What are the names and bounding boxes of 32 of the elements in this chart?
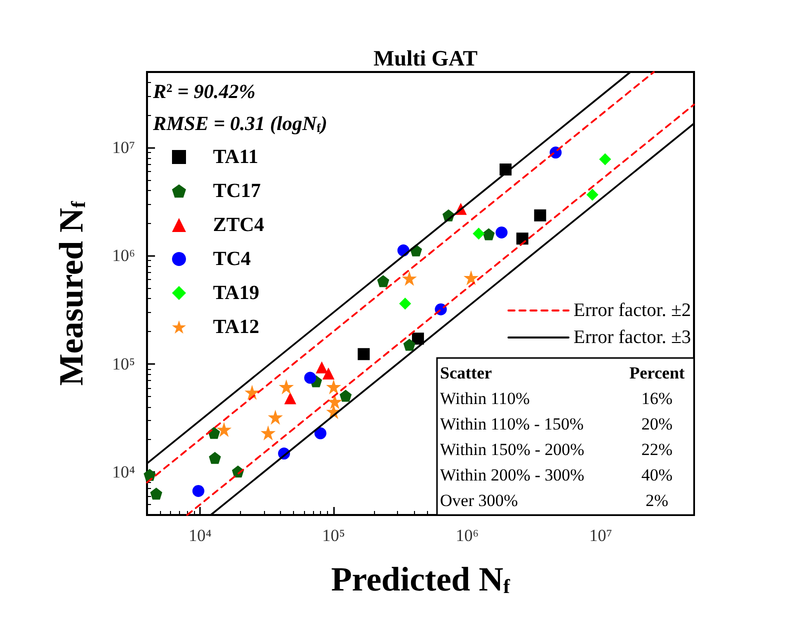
x-tick-label: 10⁶: [456, 526, 479, 545]
chart-title: Multi GAT: [373, 46, 478, 70]
y-axis-title: Measured Nf: [54, 200, 90, 386]
y-tick-label: 10⁵: [112, 354, 136, 374]
annotation: Percent: [629, 364, 686, 382]
legend-label: TC4: [213, 248, 251, 270]
x-tick-label: 10⁷: [589, 526, 612, 545]
legend-label: Error factor. ±3: [573, 327, 692, 348]
legend-label: Error factor. ±2: [573, 300, 692, 321]
annotation: 40%: [641, 466, 673, 484]
annotation: 22%: [641, 440, 673, 459]
legend-label: TA12: [213, 316, 260, 338]
legend-label: TC17: [213, 180, 261, 202]
legend-label: TA19: [213, 282, 260, 304]
y-tick-label: 10⁶: [112, 246, 136, 266]
annotation: Within 200% - 300%: [440, 466, 584, 484]
x-tick-label: 10⁴: [188, 526, 212, 545]
legend-label: ZTC4: [213, 214, 264, 236]
annotation: Over 300%: [440, 491, 518, 510]
x-tick-label: 10⁵: [322, 526, 346, 545]
annotation: RMSE = 0.31 (logNf): [152, 113, 328, 135]
annotation: Within 150% - 200%: [440, 440, 584, 459]
annotation: 2%: [646, 491, 668, 510]
y-tick-label: 10⁴: [112, 462, 136, 482]
x-axis-title: Predicted Nf: [331, 562, 510, 598]
annotation: Within 110%: [440, 389, 530, 408]
annotation: 16%: [641, 389, 673, 408]
y-tick-label: 10⁷: [112, 138, 136, 158]
annotation: 20%: [641, 414, 673, 434]
annotation: Within 110% - 150%: [440, 414, 584, 434]
legend-label: TA11: [213, 146, 258, 168]
annotation: Scatter: [440, 364, 492, 382]
